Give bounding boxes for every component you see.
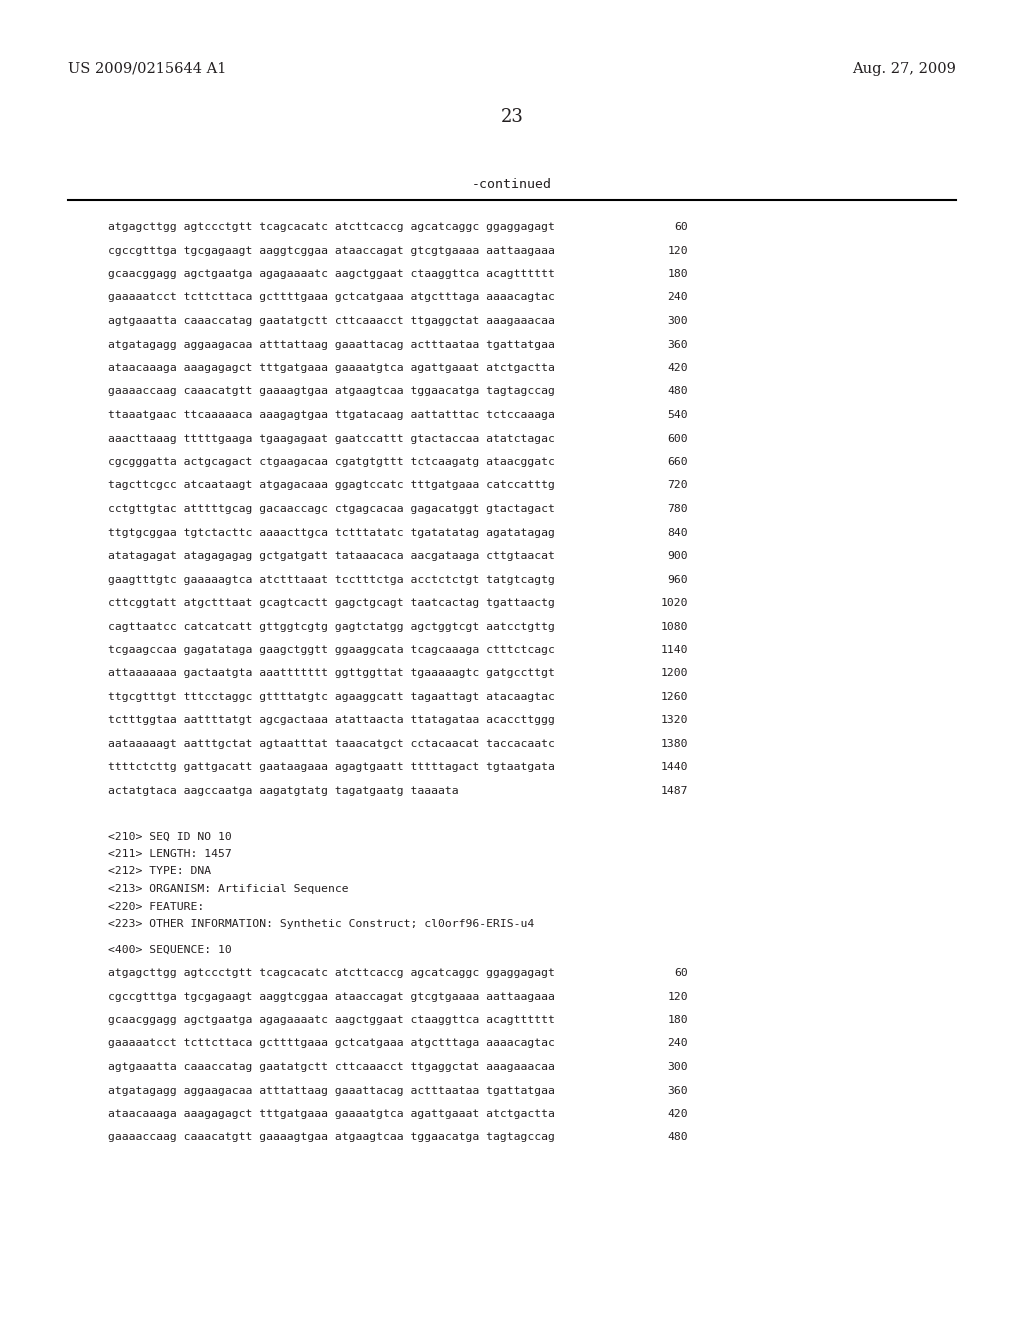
Text: 420: 420: [668, 363, 688, 374]
Text: cctgttgtac atttttgcag gacaaccagc ctgagcacaa gagacatggt gtactagact: cctgttgtac atttttgcag gacaaccagc ctgagca…: [108, 504, 555, 513]
Text: ataacaaaga aaagagagct tttgatgaaa gaaaatgtca agattgaaat atctgactta: ataacaaaga aaagagagct tttgatgaaa gaaaatg…: [108, 363, 555, 374]
Text: <210> SEQ ID NO 10: <210> SEQ ID NO 10: [108, 832, 231, 842]
Text: attaaaaaaa gactaatgta aaattttttt ggttggttat tgaaaaagtc gatgccttgt: attaaaaaaa gactaatgta aaattttttt ggttggt…: [108, 668, 555, 678]
Text: 420: 420: [668, 1109, 688, 1119]
Text: actatgtaca aagccaatga aagatgtatg tagatgaatg taaaata: actatgtaca aagccaatga aagatgtatg tagatga…: [108, 785, 459, 796]
Text: 60: 60: [674, 968, 688, 978]
Text: 1140: 1140: [660, 645, 688, 655]
Text: 1487: 1487: [660, 785, 688, 796]
Text: cgccgtttga tgcgagaagt aaggtcggaa ataaccagat gtcgtgaaaa aattaagaaa: cgccgtttga tgcgagaagt aaggtcggaa ataacca…: [108, 991, 555, 1002]
Text: cgcgggatta actgcagact ctgaagacaa cgatgtgttt tctcaagatg ataacggatc: cgcgggatta actgcagact ctgaagacaa cgatgtg…: [108, 457, 555, 467]
Text: gaaaaatcct tcttcttaca gcttttgaaa gctcatgaaa atgctttaga aaaacagtac: gaaaaatcct tcttcttaca gcttttgaaa gctcatg…: [108, 1039, 555, 1048]
Text: ttgtgcggaa tgtctacttc aaaacttgca tctttatatc tgatatatag agatatagag: ttgtgcggaa tgtctacttc aaaacttgca tctttat…: [108, 528, 555, 537]
Text: gcaacggagg agctgaatga agagaaaatc aagctggaat ctaaggttca acagtttttt: gcaacggagg agctgaatga agagaaaatc aagctgg…: [108, 1015, 555, 1026]
Text: gaaaaatcct tcttcttaca gcttttgaaa gctcatgaaa atgctttaga aaaacagtac: gaaaaatcct tcttcttaca gcttttgaaa gctcatg…: [108, 293, 555, 302]
Text: 300: 300: [668, 315, 688, 326]
Text: <223> OTHER INFORMATION: Synthetic Construct; cl0orf96-ERIS-u4: <223> OTHER INFORMATION: Synthetic Const…: [108, 919, 535, 929]
Text: 660: 660: [668, 457, 688, 467]
Text: 23: 23: [501, 108, 523, 125]
Text: atatagagat atagagagag gctgatgatt tataaacaca aacgataaga cttgtaacat: atatagagat atagagagag gctgatgatt tataaac…: [108, 550, 555, 561]
Text: 120: 120: [668, 991, 688, 1002]
Text: 180: 180: [668, 1015, 688, 1026]
Text: 720: 720: [668, 480, 688, 491]
Text: <211> LENGTH: 1457: <211> LENGTH: 1457: [108, 849, 231, 859]
Text: 780: 780: [668, 504, 688, 513]
Text: cagttaatcc catcatcatt gttggtcgtg gagtctatgg agctggtcgt aatcctgttg: cagttaatcc catcatcatt gttggtcgtg gagtcta…: [108, 622, 555, 631]
Text: ttgcgtttgt tttcctaggc gttttatgtc agaaggcatt tagaattagt atacaagtac: ttgcgtttgt tttcctaggc gttttatgtc agaaggc…: [108, 692, 555, 702]
Text: ttaaatgaac ttcaaaaaca aaagagtgaa ttgatacaag aattatttac tctccaaaga: ttaaatgaac ttcaaaaaca aaagagtgaa ttgatac…: [108, 411, 555, 420]
Text: -continued: -continued: [472, 178, 552, 191]
Text: aataaaaagt aatttgctat agtaatttat taaacatgct cctacaacat taccacaatc: aataaaaagt aatttgctat agtaatttat taaacat…: [108, 739, 555, 748]
Text: 120: 120: [668, 246, 688, 256]
Text: 1320: 1320: [660, 715, 688, 726]
Text: 900: 900: [668, 550, 688, 561]
Text: 1080: 1080: [660, 622, 688, 631]
Text: 960: 960: [668, 574, 688, 585]
Text: tctttggtaa aattttatgt agcgactaaa atattaacta ttatagataa acaccttggg: tctttggtaa aattttatgt agcgactaaa atattaa…: [108, 715, 555, 726]
Text: atgagcttgg agtccctgtt tcagcacatc atcttcaccg agcatcaggc ggaggagagt: atgagcttgg agtccctgtt tcagcacatc atcttca…: [108, 222, 555, 232]
Text: 360: 360: [668, 339, 688, 350]
Text: 240: 240: [668, 1039, 688, 1048]
Text: US 2009/0215644 A1: US 2009/0215644 A1: [68, 62, 226, 77]
Text: tcgaagccaa gagatataga gaagctggtt ggaaggcata tcagcaaaga ctttctcagc: tcgaagccaa gagatataga gaagctggtt ggaaggc…: [108, 645, 555, 655]
Text: 1200: 1200: [660, 668, 688, 678]
Text: <220> FEATURE:: <220> FEATURE:: [108, 902, 204, 912]
Text: ataacaaaga aaagagagct tttgatgaaa gaaaatgtca agattgaaat atctgactta: ataacaaaga aaagagagct tttgatgaaa gaaaatg…: [108, 1109, 555, 1119]
Text: 600: 600: [668, 433, 688, 444]
Text: 180: 180: [668, 269, 688, 279]
Text: Aug. 27, 2009: Aug. 27, 2009: [852, 62, 956, 77]
Text: 480: 480: [668, 1133, 688, 1143]
Text: 1260: 1260: [660, 692, 688, 702]
Text: atgatagagg aggaagacaa atttattaag gaaattacag actttaataa tgattatgaa: atgatagagg aggaagacaa atttattaag gaaatta…: [108, 1085, 555, 1096]
Text: 840: 840: [668, 528, 688, 537]
Text: <212> TYPE: DNA: <212> TYPE: DNA: [108, 866, 211, 876]
Text: 360: 360: [668, 1085, 688, 1096]
Text: 240: 240: [668, 293, 688, 302]
Text: cgccgtttga tgcgagaagt aaggtcggaa ataaccagat gtcgtgaaaa aattaagaaa: cgccgtttga tgcgagaagt aaggtcggaa ataacca…: [108, 246, 555, 256]
Text: agtgaaatta caaaccatag gaatatgctt cttcaaacct ttgaggctat aaagaaacaa: agtgaaatta caaaccatag gaatatgctt cttcaaa…: [108, 1063, 555, 1072]
Text: 1440: 1440: [660, 763, 688, 772]
Text: 480: 480: [668, 387, 688, 396]
Text: 1020: 1020: [660, 598, 688, 609]
Text: 540: 540: [668, 411, 688, 420]
Text: atgatagagg aggaagacaa atttattaag gaaattacag actttaataa tgattatgaa: atgatagagg aggaagacaa atttattaag gaaatta…: [108, 339, 555, 350]
Text: <213> ORGANISM: Artificial Sequence: <213> ORGANISM: Artificial Sequence: [108, 884, 348, 894]
Text: tagcttcgcc atcaataagt atgagacaaa ggagtccatc tttgatgaaa catccatttg: tagcttcgcc atcaataagt atgagacaaa ggagtcc…: [108, 480, 555, 491]
Text: gaagtttgtc gaaaaagtca atctttaaat tcctttctga acctctctgt tatgtcagtg: gaagtttgtc gaaaaagtca atctttaaat tcctttc…: [108, 574, 555, 585]
Text: gaaaaccaag caaacatgtt gaaaagtgaa atgaagtcaa tggaacatga tagtagccag: gaaaaccaag caaacatgtt gaaaagtgaa atgaagt…: [108, 1133, 555, 1143]
Text: aaacttaaag tttttgaaga tgaagagaat gaatccattt gtactaccaa atatctagac: aaacttaaag tttttgaaga tgaagagaat gaatcca…: [108, 433, 555, 444]
Text: atgagcttgg agtccctgtt tcagcacatc atcttcaccg agcatcaggc ggaggagagt: atgagcttgg agtccctgtt tcagcacatc atcttca…: [108, 968, 555, 978]
Text: ttttctcttg gattgacatt gaataagaaa agagtgaatt tttttagact tgtaatgata: ttttctcttg gattgacatt gaataagaaa agagtga…: [108, 763, 555, 772]
Text: agtgaaatta caaaccatag gaatatgctt cttcaaacct ttgaggctat aaagaaacaa: agtgaaatta caaaccatag gaatatgctt cttcaaa…: [108, 315, 555, 326]
Text: cttcggtatt atgctttaat gcagtcactt gagctgcagt taatcactag tgattaactg: cttcggtatt atgctttaat gcagtcactt gagctgc…: [108, 598, 555, 609]
Text: gcaacggagg agctgaatga agagaaaatc aagctggaat ctaaggttca acagtttttt: gcaacggagg agctgaatga agagaaaatc aagctgg…: [108, 269, 555, 279]
Text: <400> SEQUENCE: 10: <400> SEQUENCE: 10: [108, 945, 231, 954]
Text: gaaaaccaag caaacatgtt gaaaagtgaa atgaagtcaa tggaacatga tagtagccag: gaaaaccaag caaacatgtt gaaaagtgaa atgaagt…: [108, 387, 555, 396]
Text: 300: 300: [668, 1063, 688, 1072]
Text: 60: 60: [674, 222, 688, 232]
Text: 1380: 1380: [660, 739, 688, 748]
